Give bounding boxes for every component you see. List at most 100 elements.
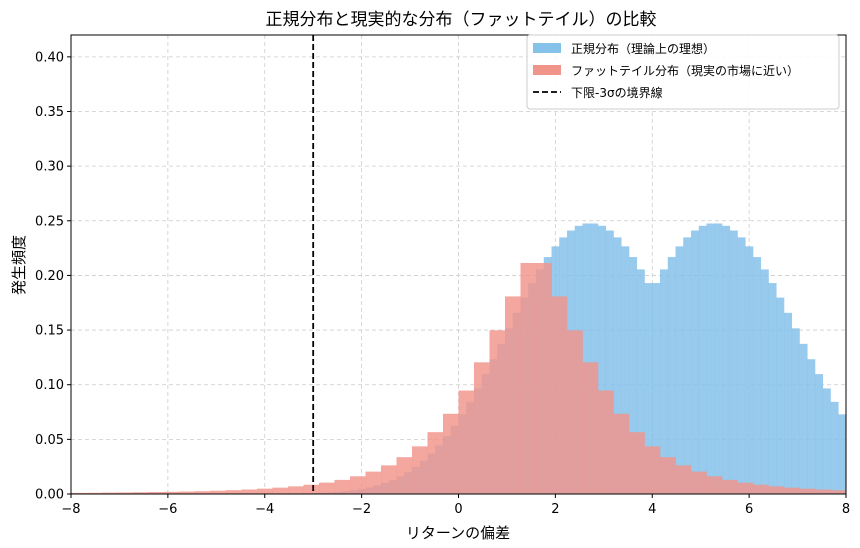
x-tick-label: −2 — [352, 502, 371, 517]
fat-tail-bar — [303, 484, 320, 494]
y-tick-label: 0.00 — [35, 488, 64, 503]
fat-tail-bar — [210, 490, 227, 494]
fat-tail-bar — [753, 484, 769, 494]
grid-lines — [70, 35, 847, 495]
x-tick-label: 8 — [842, 502, 850, 517]
fat-tail-bar — [644, 446, 661, 494]
fat-tail-bar — [381, 465, 397, 494]
y-axis-ticks: 0.00 0.05 0.10 0.15 0.20 0.25 0.30 0.35 0.40 — [35, 50, 71, 503]
normal-bar — [784, 312, 793, 494]
fat-tail-bar — [102, 492, 118, 494]
fat-tail-bar — [148, 492, 165, 494]
fat-tail-bar — [536, 262, 552, 494]
fat-tail-bar — [737, 482, 754, 494]
normal-bar — [582, 223, 591, 494]
fat-tail-bar — [412, 446, 428, 494]
normal-bar — [706, 223, 715, 494]
x-tick-label: 4 — [648, 502, 656, 517]
normal-bar — [667, 257, 676, 494]
fat-tail-bar — [288, 486, 304, 494]
fat-tail-bar — [179, 491, 196, 494]
normal-bar — [791, 328, 800, 494]
fat-tail-bar — [613, 413, 630, 494]
fat-tail-bar — [598, 390, 614, 494]
fat-tail-bar — [226, 490, 242, 494]
fat-tail-bar — [520, 262, 537, 494]
legend-label-fat: ファットテイル分布（現実の市場に近い） — [571, 63, 799, 78]
normal-bar — [613, 237, 622, 494]
fat-tail-bar — [675, 465, 692, 494]
y-tick-label: 0.05 — [35, 433, 64, 448]
normal-bar — [636, 269, 645, 494]
legend-label-reference-line: 下限-3σの境界線 — [571, 85, 663, 100]
fat-tail-bar — [319, 482, 335, 494]
normal-bar — [737, 237, 746, 494]
normal-bar — [629, 257, 638, 494]
fat-tail-bar — [567, 330, 583, 494]
fat-tail-bar — [458, 390, 475, 494]
y-tick-label: 0.25 — [35, 214, 64, 229]
y-tick-label: 0.35 — [35, 105, 64, 120]
normal-bar — [745, 246, 754, 494]
normal-bar — [799, 343, 808, 494]
y-tick-label: 0.30 — [35, 160, 64, 175]
fat-tail-bar — [257, 488, 273, 494]
normal-bar — [652, 283, 661, 494]
fat-tail-bar — [272, 487, 289, 494]
fat-tail-bar — [350, 476, 366, 494]
normal-bar — [698, 225, 707, 494]
y-tick-label: 0.40 — [35, 50, 64, 65]
fat-tail-bar — [443, 413, 459, 494]
chart-title: 正規分布と現実的な分布（ファットテイル）の比較 — [266, 10, 657, 30]
normal-bar — [590, 223, 599, 494]
legend-box — [526, 34, 840, 110]
legend-swatch-normal — [533, 43, 561, 53]
normal-bar — [838, 414, 847, 494]
normal-bar — [768, 283, 777, 494]
fat-tail-bar — [164, 491, 180, 494]
fat-tail-bar — [706, 476, 723, 494]
y-tick-label: 0.15 — [35, 324, 64, 339]
fat-tail-bar — [799, 488, 816, 494]
normal-bar — [675, 246, 684, 494]
x-tick-label: 0 — [454, 502, 462, 517]
normal-bar — [776, 297, 785, 494]
normal-bar — [815, 374, 824, 494]
fat-tail-bar — [489, 330, 506, 494]
y-tick-label: 0.10 — [35, 378, 64, 393]
x-axis-ticks: −8 −6 −4 −2 0 2 4 6 8 — [61, 494, 850, 517]
fat-tail-bar — [768, 486, 785, 494]
fat-tail-bar — [784, 487, 800, 494]
normal-bar — [722, 225, 731, 494]
normal-bar — [830, 401, 839, 494]
normal-bar — [691, 230, 700, 494]
fat-tail-bar — [71, 492, 87, 494]
normal-bar — [760, 269, 769, 494]
fat-tail-bar — [629, 432, 645, 494]
x-tick-label: 6 — [745, 502, 753, 517]
fat-tail-bar — [815, 489, 831, 494]
fat-tail-bar — [582, 362, 599, 494]
normal-bar — [683, 237, 692, 494]
normal-bar — [605, 230, 614, 494]
fat-tail-bar — [241, 489, 258, 494]
normal-bar — [753, 257, 762, 494]
fat-tail-bar — [427, 432, 444, 494]
fat-tail-bar — [691, 471, 707, 494]
fat-tail-bar — [334, 479, 351, 494]
fat-tail-bar — [133, 492, 149, 494]
y-axis-title: 発生頻度 — [10, 235, 28, 295]
fat-tail-bar — [505, 296, 521, 494]
legend-label-normal: 正規分布（理論上の理想） — [571, 41, 715, 56]
x-tick-label: −8 — [61, 502, 80, 517]
fat-tail-bar — [365, 471, 382, 494]
fat-tail-bar — [660, 457, 676, 494]
normal-bar — [621, 246, 630, 494]
fat-tail-bar — [396, 457, 413, 494]
fat-tail-bar — [722, 479, 738, 494]
normal-bar — [807, 359, 816, 494]
x-tick-label: −6 — [158, 502, 177, 517]
normal-bar — [644, 283, 653, 494]
fat-tail-bar — [117, 492, 134, 494]
